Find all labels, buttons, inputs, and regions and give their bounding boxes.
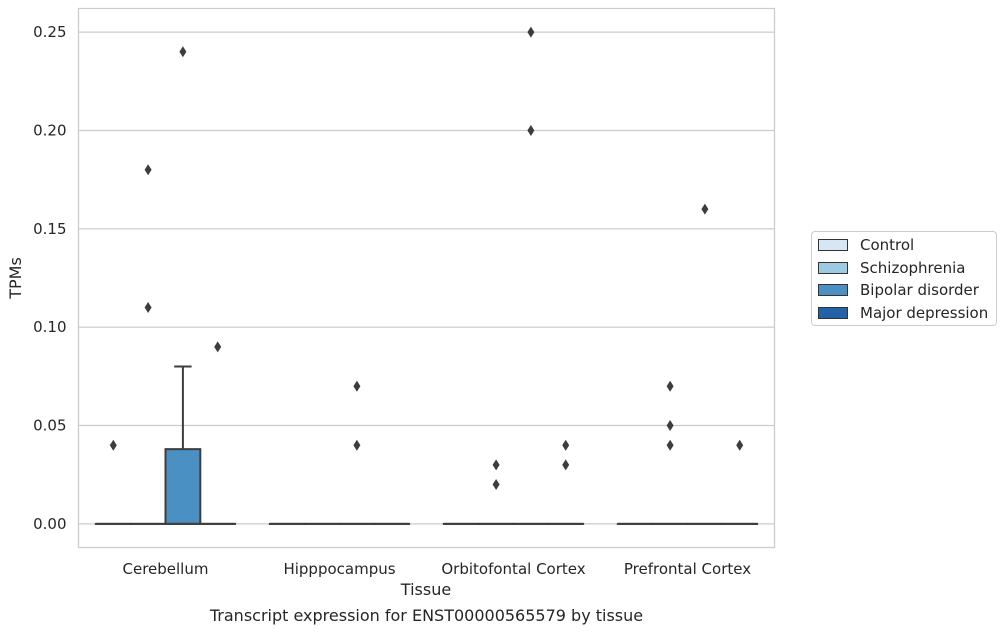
outlier-point bbox=[353, 439, 361, 451]
box-series bbox=[94, 26, 759, 525]
legend-label-control: Control bbox=[860, 236, 915, 254]
legend-item-control: Control bbox=[818, 235, 914, 255]
outlier-point bbox=[736, 439, 744, 451]
outlier-point bbox=[666, 380, 674, 392]
x-tick-label: Prefrontal Cortex bbox=[624, 560, 751, 578]
x-tick-labels: Cerebellum Hipppocampus Orbitofontal Corte… bbox=[123, 560, 752, 578]
chart-caption: Transcript expression for ENST0000056557… bbox=[209, 606, 644, 625]
outlier-point bbox=[109, 439, 117, 451]
outlier-point bbox=[562, 439, 570, 451]
legend-label-bipolar-disorder: Bipolar disorder bbox=[860, 281, 979, 299]
outlier-point bbox=[144, 302, 152, 314]
x-axis-label: Tissue bbox=[400, 580, 451, 599]
legend-item-major-depression: Major depression bbox=[818, 303, 988, 323]
legend-label-schizophrenia: Schizophrenia bbox=[860, 259, 966, 277]
x-tick-label: Hipppocampus bbox=[283, 560, 395, 578]
outlier-point bbox=[144, 164, 152, 176]
x-tick-label: Cerebellum bbox=[123, 560, 209, 578]
legend-swatch-major-depression bbox=[818, 307, 848, 319]
plot-frame bbox=[77, 7, 776, 549]
legend-swatch-bipolar-disorder bbox=[818, 284, 848, 296]
y-tick-labels: 0.00 0.05 0.10 0.15 0.20 0.25 bbox=[33, 23, 66, 533]
legend-item-bipolar-disorder: Bipolar disorder bbox=[818, 280, 979, 300]
outlier-point bbox=[701, 203, 709, 215]
y-tick-label: 0.15 bbox=[33, 220, 66, 238]
outlier-point bbox=[666, 439, 674, 451]
box-bipolar-disorder bbox=[164, 448, 202, 525]
outlier-point bbox=[492, 479, 500, 491]
y-axis-label: TPMs bbox=[6, 257, 25, 300]
outlier-point bbox=[214, 341, 222, 353]
legend-label-major-depression: Major depression bbox=[860, 304, 989, 322]
y-tick-label: 0.25 bbox=[33, 23, 66, 41]
outlier-point bbox=[353, 380, 361, 392]
x-tick-label: Orbitofontal Cortex bbox=[441, 560, 585, 578]
y-tick-label: 0.05 bbox=[33, 417, 66, 435]
outlier-point bbox=[179, 46, 187, 58]
y-tick-label: 0.00 bbox=[33, 515, 66, 533]
legend-item-schizophrenia: Schizophrenia bbox=[818, 258, 965, 278]
outlier-point bbox=[492, 459, 500, 471]
legend: Control Schizophrenia Bipolar disorder M… bbox=[811, 231, 997, 326]
legend-swatch-schizophrenia bbox=[818, 262, 848, 274]
outlier-point bbox=[562, 459, 570, 471]
y-tick-label: 0.10 bbox=[33, 318, 66, 336]
outlier-point bbox=[666, 420, 674, 432]
outlier-point bbox=[527, 124, 535, 136]
outlier-point bbox=[527, 26, 535, 38]
y-tick-label: 0.20 bbox=[33, 121, 66, 139]
legend-swatch-control bbox=[818, 239, 848, 251]
